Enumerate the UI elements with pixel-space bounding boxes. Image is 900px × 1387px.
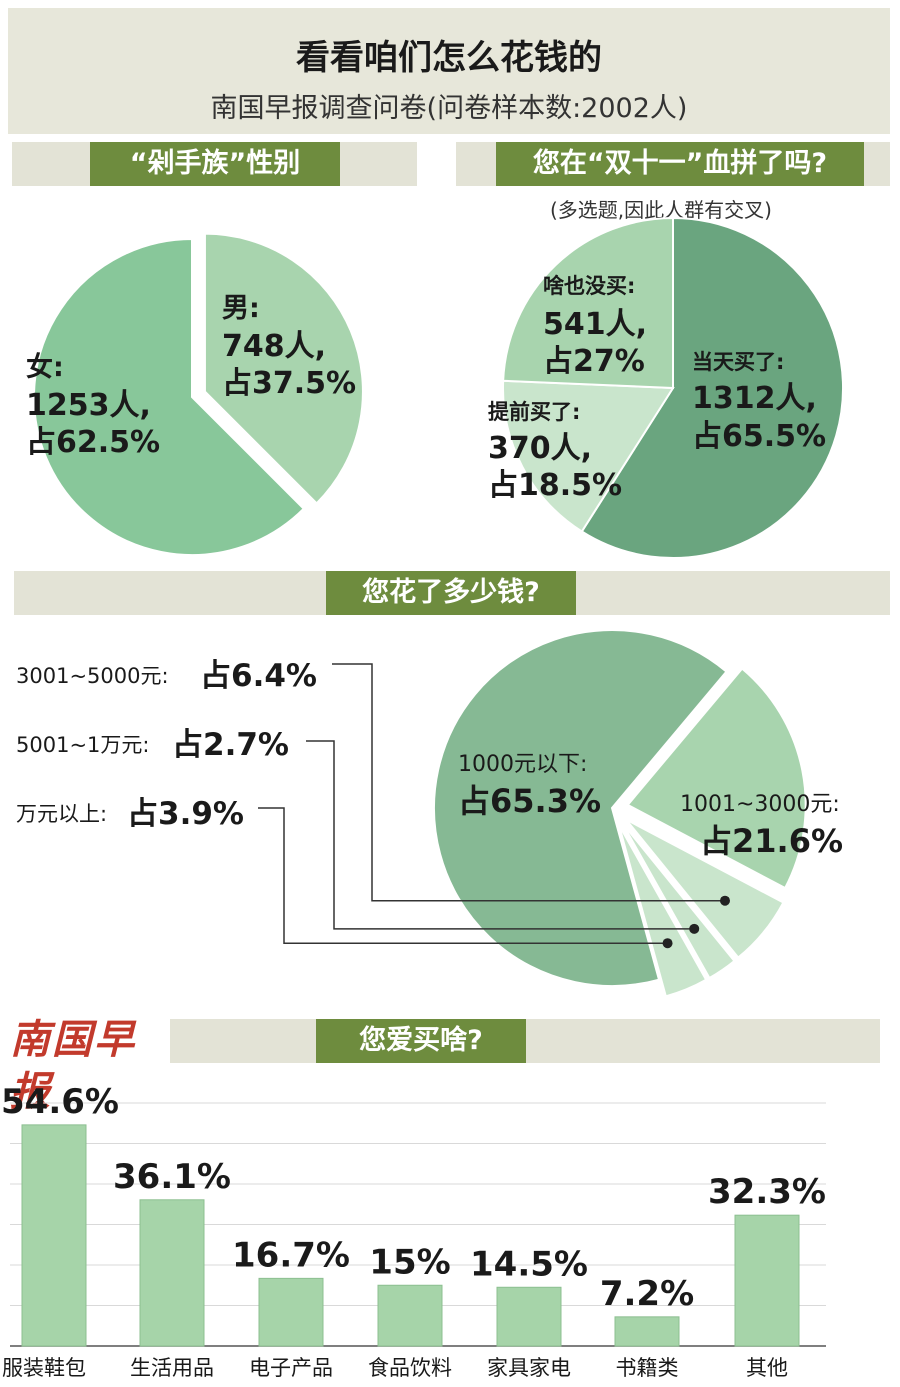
bar-3: [258, 1277, 324, 1347]
spend-heading: 您花了多少钱?: [326, 571, 576, 615]
d11-sameday-count: 1312人,: [692, 381, 817, 416]
bar-2: [139, 1199, 205, 1347]
bar-value-label: 15%: [369, 1242, 450, 1282]
pie-slice-female: [33, 237, 306, 556]
pie-slice-early: [502, 379, 675, 533]
title-box: 看看咱们怎么花钱的 南国早报调查问卷(问卷样本数:2002人): [8, 8, 890, 134]
gender-male-count: 748人,: [222, 329, 327, 364]
spend-1001-3000-share: 占21.6%: [700, 822, 844, 860]
bar-value-label: 32.3%: [708, 1172, 826, 1212]
leader-dot: [689, 923, 700, 934]
d11-sameday-share: 占65.5%: [692, 419, 827, 454]
gender-male-label: 男:: [222, 293, 260, 324]
d11-none-label: 啥也没买:: [543, 274, 636, 298]
leader-dot: [662, 938, 673, 949]
bar-1: [21, 1124, 87, 1347]
leader-dot: [719, 895, 730, 906]
gender-female-share: 占62.5%: [26, 425, 161, 460]
spend-1001-3000-label: 1001~3000元:: [680, 792, 840, 817]
leader-line: [306, 740, 695, 930]
gender-heading: “剁手族”性别: [90, 142, 340, 186]
spend-3001-5000-label: 3001~5000元:: [16, 664, 169, 688]
pie-slice-1001-3000: [626, 667, 807, 890]
leader-line: [332, 663, 725, 902]
d11-sameday-label: 当天买了:: [692, 350, 785, 374]
bar-category-label: 家具家电: [487, 1356, 571, 1380]
bar-category-label: 其他: [746, 1356, 788, 1380]
bar-category-label: 电子产品: [249, 1356, 333, 1380]
categories-heading: 您爱买啥?: [316, 1019, 526, 1063]
bar-value-label: 54.6%: [1, 1082, 119, 1122]
bar-category-label: 服装鞋包: [2, 1356, 86, 1380]
d11-early-label: 提前买了:: [488, 400, 581, 424]
d11-early-count: 370人,: [488, 431, 593, 466]
d11-none-share: 占27%: [543, 344, 645, 379]
double11-heading: 您在“双十一”血拼了吗?: [496, 142, 864, 186]
gender-female-label: 女:: [26, 352, 64, 383]
spend-5001-1w-share: 占2.7%: [172, 727, 289, 763]
brand-logo: 南国早报: [10, 1016, 136, 1115]
pie-slice-none: [502, 216, 674, 390]
bar-6: [614, 1316, 680, 1347]
pie-slice-under-1000: [433, 629, 728, 987]
bar-category-label: 生活用品: [130, 1356, 214, 1380]
leader-line: [258, 807, 668, 944]
pie-slice-same-day: [580, 216, 844, 559]
spend-under1000-label: 1000元以下:: [458, 752, 588, 777]
main-title: 看看咱们怎么花钱的: [296, 38, 602, 78]
spend-over1w-label: 万元以上:: [16, 802, 108, 826]
spend-5001-1w-label: 5001~1万元:: [16, 733, 150, 757]
bar-category-label: 书籍类: [616, 1356, 679, 1380]
gender-male-share: 占37.5%: [222, 366, 357, 401]
spend-under1000-share: 占65.3%: [458, 782, 602, 820]
spend-over1w-share: 占3.9%: [127, 796, 244, 832]
bar-5: [496, 1286, 562, 1347]
bar-value-label: 7.2%: [600, 1274, 694, 1314]
bar-4: [377, 1284, 443, 1347]
d11-early-share: 占18.5%: [488, 468, 623, 503]
spend-3001-5000-share: 占6.4%: [200, 658, 317, 694]
bar-7: [734, 1214, 800, 1347]
bar-value-label: 16.7%: [232, 1235, 350, 1275]
bar-category-label: 食品饮料: [368, 1356, 452, 1380]
bar-value-label: 14.5%: [470, 1244, 588, 1284]
pie-slice-male: [203, 232, 364, 505]
pie-slice-over-1w: [617, 824, 708, 998]
sub-title: 南国早报调查问卷(问卷样本数:2002人): [210, 93, 688, 124]
pie-slice-3001-5000: [625, 818, 785, 959]
gender-female-count: 1253人,: [26, 388, 151, 423]
bar-value-label: 36.1%: [113, 1157, 231, 1197]
d11-none-count: 541人,: [543, 307, 648, 342]
